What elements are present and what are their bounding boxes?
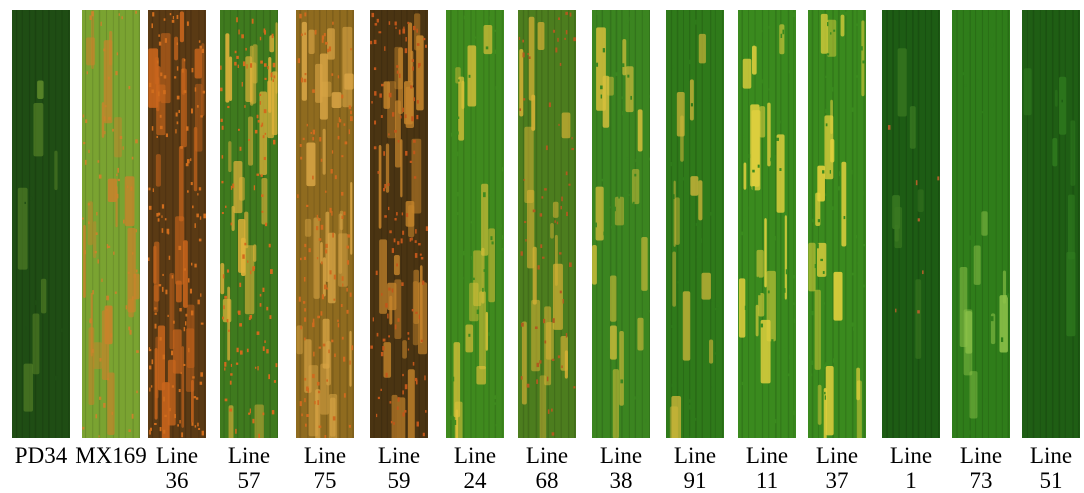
leaf-image-6 xyxy=(370,10,428,438)
leaf-image-3 xyxy=(148,10,206,438)
leaf-label-line2: 24 xyxy=(463,468,487,493)
leaf-label-5: Line 75 xyxy=(285,443,365,493)
leaf-image-7 xyxy=(446,10,504,438)
leaf-label-line2: 36 xyxy=(165,468,189,493)
leaf-label-line1: Line xyxy=(227,443,271,468)
leaf-label-line2: 11 xyxy=(755,468,779,493)
leaf-label-line1: Line xyxy=(959,443,1003,468)
leaf-label-line1: Line xyxy=(815,443,859,468)
leaf-label-line2: 37 xyxy=(825,468,849,493)
leaf-label-line2: 68 xyxy=(535,468,559,493)
leaf-label-line2: 73 xyxy=(969,468,993,493)
leaf-image-11 xyxy=(738,10,796,438)
leaf-label-line2: 38 xyxy=(609,468,633,493)
leaf-label-line1: Line xyxy=(1029,443,1073,468)
leaf-label-line2: 1 xyxy=(905,468,917,493)
leaf-label-line2: 57 xyxy=(237,468,261,493)
leaf-label-line1: Line xyxy=(525,443,569,468)
leaf-image-2 xyxy=(82,10,140,438)
leaf-label-7: Line 24 xyxy=(435,443,515,493)
leaf-label-line1: PD34 xyxy=(14,443,68,468)
leaf-image-1 xyxy=(12,10,70,438)
leaf-label-line2: 91 xyxy=(683,468,707,493)
leaf-image-9 xyxy=(592,10,650,438)
leaf-label-14: Line 73 xyxy=(941,443,1021,493)
leaf-label-line2: 75 xyxy=(313,468,337,493)
leaf-label-10: Line 91 xyxy=(655,443,735,493)
leaf-label-line1: Line xyxy=(303,443,347,468)
leaf-label-3: Line 36 xyxy=(137,443,217,493)
leaf-image-4 xyxy=(220,10,278,438)
leaf-label-9: Line 38 xyxy=(581,443,661,493)
leaf-label-6: Line 59 xyxy=(359,443,439,493)
leaf-image-10 xyxy=(666,10,724,438)
leaf-image-15 xyxy=(1022,10,1080,438)
leaf-image-13 xyxy=(882,10,940,438)
leaf-label-2: MX169 xyxy=(71,443,151,468)
leaf-label-12: Line 37 xyxy=(797,443,877,493)
leaf-label-13: Line 1 xyxy=(871,443,951,493)
leaf-label-line1: Line xyxy=(673,443,717,468)
leaf-label-1: PD34 xyxy=(1,443,81,468)
leaf-label-line2: 51 xyxy=(1039,468,1063,493)
leaf-label-line1: Line xyxy=(377,443,421,468)
leaf-image-14 xyxy=(952,10,1010,438)
leaf-label-line2: 59 xyxy=(387,468,411,493)
leaf-label-line1: Line xyxy=(745,443,789,468)
leaf-label-15: Line 51 xyxy=(1011,443,1084,493)
leaf-label-11: Line 11 xyxy=(727,443,807,493)
leaf-label-line1: Line xyxy=(453,443,497,468)
leaf-label-4: Line 57 xyxy=(209,443,289,493)
leaf-label-line1: MX169 xyxy=(75,443,147,468)
leaf-image-5 xyxy=(296,10,354,438)
leaf-label-line1: Line xyxy=(155,443,199,468)
leaf-label-line1: Line xyxy=(599,443,643,468)
leaf-label-line1: Line xyxy=(889,443,933,468)
leaf-label-8: Line 68 xyxy=(507,443,587,493)
leaf-image-8 xyxy=(518,10,576,438)
leaf-image-12 xyxy=(808,10,866,438)
